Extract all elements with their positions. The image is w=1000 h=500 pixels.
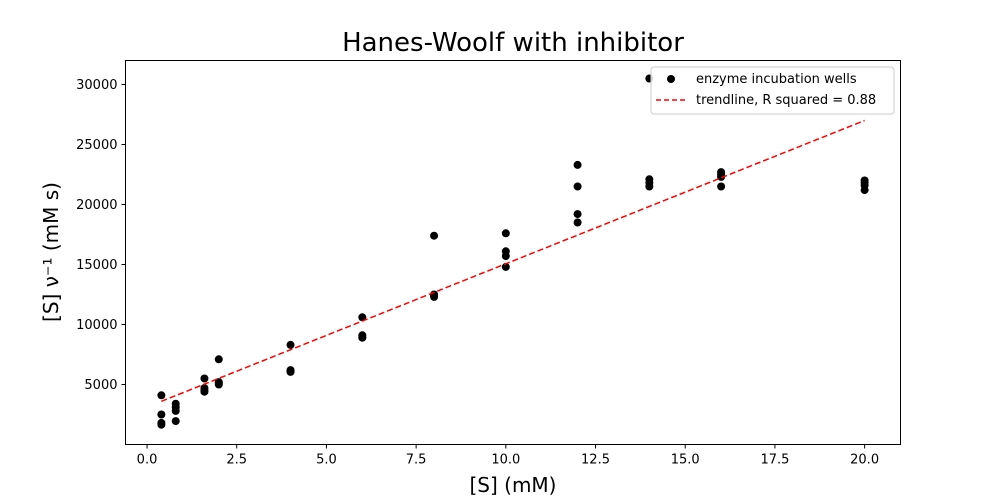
- x-tick-label: 12.5: [581, 453, 610, 468]
- y-tick-label: 20000: [76, 198, 117, 213]
- x-tick-label: 0.0: [137, 453, 158, 468]
- data-point: [430, 292, 439, 301]
- data-point: [157, 391, 166, 400]
- x-axis-label: [S] (mM): [469, 473, 556, 497]
- x-tick-label: 2.5: [226, 453, 247, 468]
- data-point: [358, 333, 367, 342]
- x-tick-label: 20.0: [850, 453, 879, 468]
- data-point: [717, 182, 726, 191]
- y-axis-ticks: 5000 10000 15000 20000 25000 30000: [76, 78, 126, 393]
- y-tick-label: 30000: [76, 78, 117, 93]
- y-tick-label: 25000: [76, 138, 117, 153]
- data-point: [573, 160, 582, 169]
- trendline: [161, 119, 865, 402]
- x-tick-label: 17.5: [760, 453, 789, 468]
- chart-title: Hanes-Woolf with inhibitor: [342, 28, 684, 58]
- data-point: [214, 380, 223, 389]
- data-point: [645, 182, 654, 191]
- legend-box: [650, 66, 895, 115]
- data-point: [501, 262, 510, 271]
- data-point: [573, 218, 582, 227]
- y-tick-label: 5000: [84, 378, 117, 393]
- data-point: [501, 229, 510, 238]
- data-point: [430, 231, 439, 240]
- x-tick-label: 5.0: [316, 453, 337, 468]
- series-layer: [157, 74, 869, 429]
- data-point: [286, 340, 295, 349]
- y-tick-label: 15000: [76, 258, 117, 273]
- data-point: [200, 374, 209, 383]
- x-axis-ticks: 0.0 2.5 5.0 7.5 10.0 12.5 15.0 17.5 20.0: [137, 444, 879, 468]
- data-point: [573, 182, 582, 191]
- data-point: [171, 406, 180, 415]
- data-point: [860, 186, 869, 195]
- data-point: [501, 252, 510, 261]
- legend: enzyme incubation wells trendline, R squ…: [650, 66, 895, 115]
- data-point: [573, 210, 582, 219]
- data-point: [200, 387, 209, 396]
- x-tick-label: 15.0: [671, 453, 700, 468]
- data-point: [157, 410, 166, 419]
- y-tick-label: 10000: [76, 318, 117, 333]
- legend-marker-scatter: [667, 75, 675, 83]
- legend-label-scatter: enzyme incubation wells: [696, 72, 857, 87]
- data-point: [717, 172, 726, 181]
- data-point: [358, 313, 367, 322]
- data-point: [286, 367, 295, 376]
- x-tick-label: 10.0: [491, 453, 520, 468]
- data-point: [214, 355, 223, 364]
- legend-label-trendline: trendline, R squared = 0.88: [696, 93, 876, 108]
- data-point: [157, 420, 166, 429]
- x-tick-label: 7.5: [406, 453, 427, 468]
- axes-frame: [125, 60, 901, 445]
- data-point: [171, 417, 180, 426]
- y-axis-label: [S] ν⁻¹ (mM s): [39, 182, 63, 322]
